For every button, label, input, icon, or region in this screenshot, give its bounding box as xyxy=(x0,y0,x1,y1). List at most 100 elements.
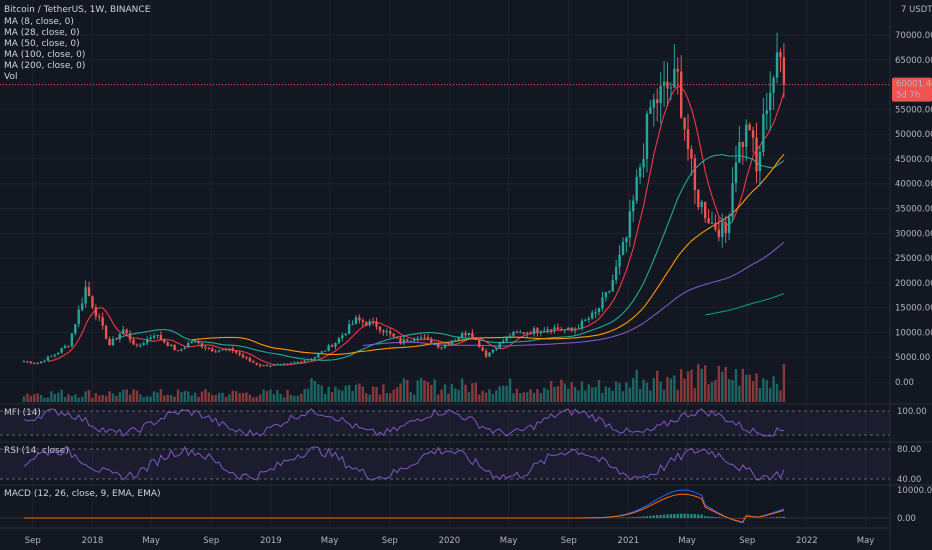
volume-bar xyxy=(666,376,669,402)
signal-line xyxy=(24,493,785,523)
candle xyxy=(382,330,385,333)
volume-bar xyxy=(334,386,337,402)
price-tick-label: 70000.00 xyxy=(895,31,932,41)
volume-bar xyxy=(392,389,395,402)
candle xyxy=(224,349,228,351)
candle xyxy=(152,335,156,338)
candle xyxy=(635,176,638,201)
volume-bar xyxy=(104,395,108,402)
volume-bar xyxy=(245,392,248,402)
macd-histogram-bar xyxy=(666,514,669,518)
candle xyxy=(772,77,775,93)
volume-bar xyxy=(669,378,673,402)
volume-bar xyxy=(258,394,262,402)
volume-bar xyxy=(724,366,727,402)
volume-bar xyxy=(543,387,546,402)
volume-bar xyxy=(166,394,169,402)
candle xyxy=(495,348,498,350)
candle xyxy=(700,201,703,208)
candle xyxy=(173,344,176,351)
volume-bar xyxy=(471,383,474,402)
macd-histogram-bar xyxy=(645,516,649,518)
pane-tick-label: 10000.00 xyxy=(897,486,932,496)
volume-bar xyxy=(33,394,36,402)
volume-bar xyxy=(508,378,512,402)
volume-bar xyxy=(659,381,662,402)
candle xyxy=(323,350,327,352)
candle xyxy=(221,349,224,351)
volume-bar xyxy=(344,385,347,402)
volume-bar xyxy=(159,389,163,402)
price-tick-label: 25000.00 xyxy=(895,254,932,264)
volume-bar xyxy=(765,380,768,402)
currency-label: 7 USDT xyxy=(901,5,932,15)
candle xyxy=(580,320,584,329)
candle xyxy=(751,130,755,138)
candle xyxy=(717,229,721,238)
candle xyxy=(320,351,323,355)
time-tick-label: Sep xyxy=(203,536,219,546)
indicator-legend: MA (28, close, 0) xyxy=(4,28,80,38)
volume-bar xyxy=(621,391,625,402)
candle xyxy=(703,201,707,219)
volume-bar xyxy=(77,397,80,402)
volume-bar xyxy=(628,387,632,402)
volume-bar xyxy=(525,392,529,402)
candle xyxy=(430,338,433,344)
last-price-badge xyxy=(892,77,932,102)
macd-histogram-bar xyxy=(683,513,686,518)
candle xyxy=(522,332,525,334)
volume-bar xyxy=(228,394,231,402)
macd-histogram-bar xyxy=(703,516,707,518)
volume-bar xyxy=(190,395,193,402)
candle xyxy=(125,329,128,334)
volume-bar xyxy=(152,391,156,402)
candle xyxy=(341,335,344,339)
candle xyxy=(755,137,758,172)
volume-bar xyxy=(505,385,508,402)
candle xyxy=(87,287,91,297)
candle xyxy=(587,318,590,320)
volume-bar xyxy=(145,396,149,402)
candle xyxy=(539,332,543,334)
macd-histogram-bar xyxy=(676,513,679,518)
candle xyxy=(645,113,649,160)
indicator-legend: Vol xyxy=(4,72,17,82)
volume-bar xyxy=(252,397,255,402)
candle xyxy=(734,162,738,184)
time-tick-label: Sep xyxy=(382,536,398,546)
volume-bar xyxy=(80,396,84,402)
candle xyxy=(519,332,522,334)
candle xyxy=(762,114,765,152)
macd-histogram-bar xyxy=(775,517,779,518)
macd-histogram-bar xyxy=(693,514,697,518)
volume-bar xyxy=(156,392,159,402)
volume-bar xyxy=(488,389,491,402)
volume-bar xyxy=(207,392,211,402)
volume-bar xyxy=(649,390,652,402)
pane-band xyxy=(0,411,890,435)
candle xyxy=(498,342,501,349)
rsi-line xyxy=(23,445,785,481)
candle xyxy=(80,303,84,310)
volume-bar xyxy=(262,389,265,402)
candle xyxy=(50,355,53,357)
price-tick-label: 0.00 xyxy=(895,378,914,388)
volume-bar xyxy=(26,393,29,402)
volume-bar xyxy=(714,379,717,402)
volume-bar xyxy=(173,396,176,402)
volume-bar xyxy=(56,392,60,402)
moving-averages xyxy=(47,85,785,366)
candle xyxy=(447,344,450,346)
volume-bar xyxy=(618,382,621,402)
candle xyxy=(690,148,693,159)
volume-bar xyxy=(464,384,467,402)
price-tick-label: 10000.00 xyxy=(895,328,932,338)
volume-bar xyxy=(594,386,597,402)
candle xyxy=(269,365,272,367)
candle xyxy=(149,337,152,340)
candle xyxy=(412,339,416,341)
candle xyxy=(618,254,621,267)
